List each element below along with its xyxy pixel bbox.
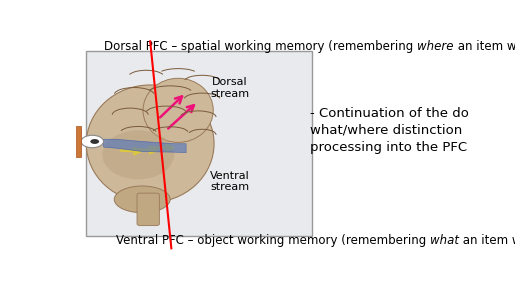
Text: Dorsal
stream: Dorsal stream	[211, 77, 250, 99]
Text: an item was): an item was)	[459, 234, 515, 247]
Bar	[87, 51, 312, 236]
Ellipse shape	[102, 130, 174, 179]
Circle shape	[81, 135, 104, 148]
Text: an item was): an item was)	[454, 40, 515, 53]
Ellipse shape	[114, 186, 170, 213]
FancyBboxPatch shape	[137, 193, 159, 226]
Bar	[76, 126, 81, 157]
Circle shape	[90, 139, 99, 144]
Ellipse shape	[87, 85, 214, 203]
Text: Dorsal PFC – spatial working memory (remembering: Dorsal PFC – spatial working memory (rem…	[104, 40, 417, 53]
Polygon shape	[104, 139, 186, 153]
Ellipse shape	[143, 78, 213, 142]
Text: Ventral PFC – object working memory (remembering: Ventral PFC – object working memory (rem…	[116, 234, 430, 247]
Text: - Continuation of the do
what/where distinction
processing into the PFC: - Continuation of the do what/where dist…	[310, 107, 469, 154]
Text: where: where	[417, 40, 454, 53]
Text: Ventral
stream: Ventral stream	[210, 171, 250, 192]
Text: what: what	[430, 234, 459, 247]
